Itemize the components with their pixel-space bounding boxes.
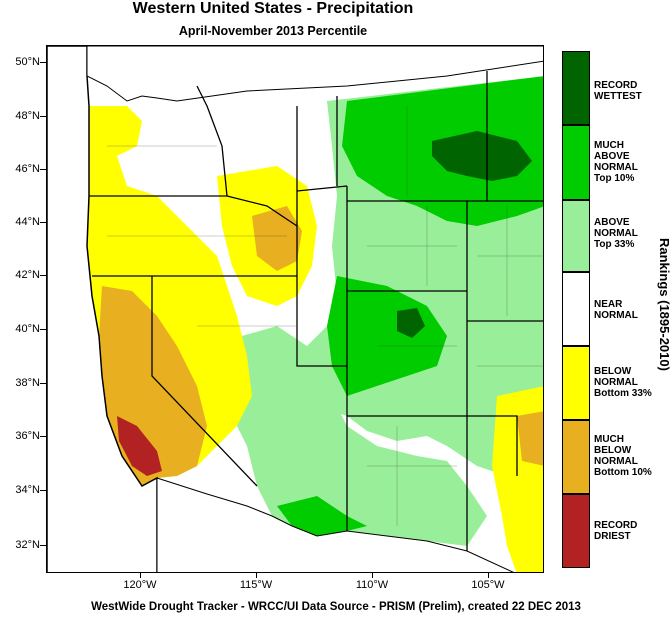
lat-tickmark [40, 116, 46, 117]
lat-tickmark [40, 62, 46, 63]
legend-label-record-wettest: RECORD WETTEST [594, 80, 642, 102]
legend-label-much-above: MUCH ABOVE NORMAL Top 10% [594, 140, 638, 184]
legend-swatch-above [562, 200, 590, 272]
lat-tickmark [40, 490, 46, 491]
legend-swatch-record-wettest [562, 51, 590, 125]
legend-swatch-much-above [562, 125, 590, 200]
lon-tickmark [372, 573, 373, 578]
county-lines [107, 106, 543, 526]
region-record-wettest-2 [397, 308, 425, 338]
lat-tickmark [40, 329, 46, 330]
region-much-above-south [277, 496, 367, 536]
lat-tick-36: 36°N [15, 430, 40, 442]
lon-tickmark [256, 573, 257, 578]
lon-tick-120: 120°W [123, 579, 157, 591]
region-record-wettest [432, 131, 532, 181]
lon-tickmark [488, 573, 489, 578]
legend-label-above: ABOVE NORMAL Top 33% [594, 217, 638, 250]
lat-tick-44: 44°N [15, 216, 40, 228]
state-boundaries [89, 71, 543, 551]
region-much-below-idaho [252, 206, 302, 271]
lat-tick-32: 32°N [15, 539, 40, 551]
legend-label-below: BELOW NORMAL Bottom 33% [594, 366, 652, 399]
footer-credit: WestWide Drought Tracker - WRCC/UI Data … [91, 601, 581, 613]
lon-tick-115: 115°W [239, 579, 273, 591]
legend-swatch-below [562, 346, 590, 420]
lat-tickmark [40, 222, 46, 223]
legend-swatch-record-driest [562, 494, 590, 568]
lat-tick-40: 40°N [15, 323, 40, 335]
lat-tickmark [40, 275, 46, 276]
legend-label-near: NEAR NORMAL [594, 299, 638, 321]
lat-tick-46: 46°N [15, 163, 40, 175]
lon-tickmark [140, 573, 141, 578]
legend-swatch-much-below [562, 420, 590, 494]
lat-tickmark [40, 169, 46, 170]
legend-label-record-driest: RECORD DRIEST [594, 520, 638, 542]
lat-tickmark [40, 383, 46, 384]
map-title: Western United States - Precipitation [132, 0, 414, 17]
lat-tick-50: 50°N [15, 56, 40, 68]
lat-tick-42: 42°N [15, 269, 40, 281]
region-record-driest [117, 416, 162, 476]
legend-title: Rankings (1895-2010) [657, 238, 672, 371]
lat-tick-34: 34°N [15, 484, 40, 496]
canada-area [86, 46, 543, 102]
lat-tick-38: 38°N [15, 377, 40, 389]
precipitation-map [47, 46, 543, 572]
map-subtitle: April-November 2013 Percentile [178, 24, 368, 38]
legend-swatch-near [562, 272, 590, 346]
legend-label-much-below: MUCH BELOW NORMAL Bottom 10% [594, 434, 652, 478]
region-much-above-central [327, 276, 447, 396]
lat-tick-48: 48°N [15, 110, 40, 122]
lat-tickmark [40, 545, 46, 546]
lat-tickmark [40, 436, 46, 437]
lon-tick-110: 110°W [355, 579, 389, 591]
map-frame [46, 45, 544, 573]
region-much-below-southeast [517, 411, 543, 466]
lon-tick-105: 105°W [471, 579, 505, 591]
